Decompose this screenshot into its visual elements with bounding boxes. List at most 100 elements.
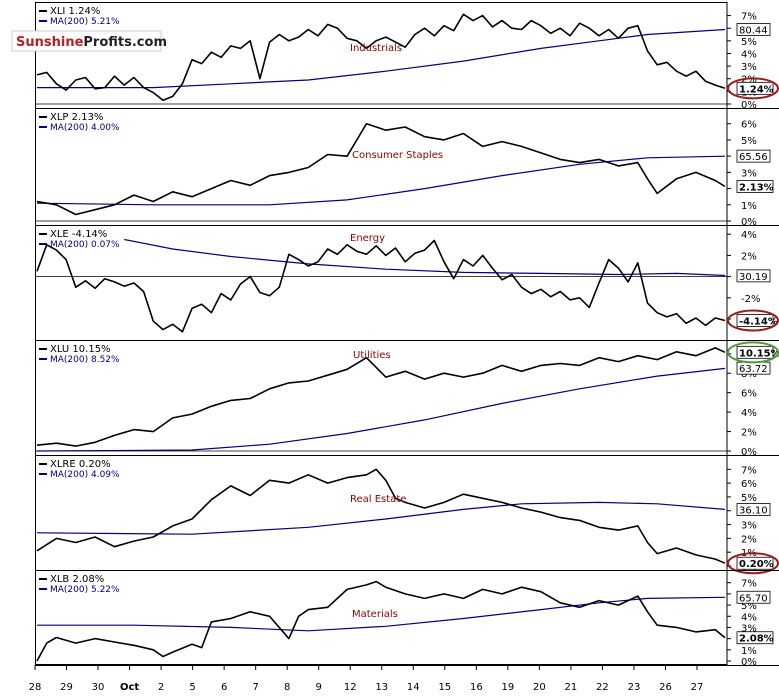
ma-value-box [736,23,771,36]
legend-ma: MA(200) 8.52% [50,355,120,365]
ma-value-label: 36.10 [739,505,768,516]
y-tick-label: 4% [741,612,757,623]
panel-title: Consumer Staples [352,150,443,161]
y-tick-label: 7% [741,465,757,476]
y-tick-label: 8% [741,369,757,380]
y-tick-label: 7% [741,12,757,23]
highlight-circle [727,309,779,332]
y-tick-label: 3% [741,168,757,179]
logo-text: SunshineProfits.com [16,35,167,50]
ma-value-label: 65.56 [739,152,768,163]
ma-value-box [736,503,771,516]
y-tick-label: -2% [741,294,760,305]
legend-ma: MA(200) 4.00% [50,123,120,133]
legend-price: XLU 10.15% [50,344,111,355]
x-tick-label: 29 [60,682,73,693]
highlight-circle [727,77,779,100]
panel-xlre: 7%6%5%4%3%2%1%0%XLRE 0.20%MA(200) 4.09%R… [35,455,779,575]
ma-value-label: 63.72 [739,364,768,375]
last-value-box [736,314,774,327]
logo-text-profits: Profits.com [83,35,167,50]
x-tick-label: 22 [596,682,609,693]
legend-ma: MA(200) 4.09% [50,470,120,480]
price-line [36,239,726,333]
x-tick-label: 16 [470,682,483,693]
y-tick-label: 3% [741,62,757,73]
y-tick-label: 6% [741,389,757,400]
x-tick-label: 12 [344,682,357,693]
panel-title: Real Estate [350,494,406,505]
last-value-label: 1.24% [739,84,774,95]
y-tick-label: 7% [741,579,757,590]
price-line [36,580,726,662]
legend-price: XLP 2.13% [50,112,103,123]
x-tick-label: Oct [120,682,139,693]
panel-title: Utilities [353,350,391,361]
chart-frame [35,2,728,665]
ma-value-box [736,149,771,163]
y-tick-label: 5% [741,136,757,147]
price-line [36,468,726,564]
legend-price: XLE -4.14% [50,229,107,240]
last-value-label: 2.13% [739,182,774,193]
x-tick-label: 9 [316,682,322,693]
panel-title: Industrials [350,43,402,54]
ma-value-box [736,590,771,604]
y-tick-label: 5% [741,493,757,504]
last-value-label: 0.20% [739,559,774,570]
price-line [36,122,726,216]
legend-price: XLRE 0.20% [50,459,111,470]
y-tick-label: 5% [741,37,757,48]
y-tick-label: 1% [741,201,757,212]
x-tick-label: 13 [375,682,388,693]
price-line [36,13,726,101]
x-tick-label: 6 [221,682,227,693]
ma-200-line [36,367,726,452]
last-value-label: 2.08% [739,634,774,645]
legend-price: XLI 1.24% [50,6,100,17]
y-tick-label: 3% [741,521,757,532]
panel-xlu: 10%8%6%4%2%0%XLU 10.15%MA(200) 8.52%Util… [35,340,779,458]
ma-200-line [36,155,726,206]
y-tick-label: 0% [741,447,757,458]
last-value-box [736,556,774,570]
logo-text-sunshine: Sunshine [16,35,84,50]
highlight-circle [727,552,779,575]
highlight-circle [727,341,779,364]
ma-200-line [37,28,726,89]
y-tick-label: 4% [741,230,757,241]
x-tick-label: 5 [189,682,195,693]
x-tick-label: 28 [29,682,42,693]
last-value-box [736,180,774,193]
x-axis: 28 29 30 Oct 2 5 6 7 8 9 12 13 14 15 16 19 20 21 22 23 26 27 [29,665,779,693]
y-tick-label: 2% [741,428,757,439]
y-tick-label: 0% [741,657,757,668]
x-tick-label: 15 [438,682,451,693]
x-tick-label: 23 [628,682,641,693]
y-tick-label: 6% [741,120,757,131]
ma-200-line [124,238,726,277]
last-value-label: 10.15% [739,348,779,359]
x-tick-label: 20 [533,682,546,693]
x-tick-label: 27 [691,682,704,693]
panel-xli: 7%6%5%4%3%2%1%0%XLI 1.24%MA(200) 5.21%In… [35,6,779,111]
x-tick-label: 21 [565,682,578,693]
panel-xlp: 6%5%4%3%2%1%0%XLP 2.13%MA(200) 4.00%Cons… [35,108,779,228]
x-tick-label: 30 [92,682,105,693]
ma-200-line [36,501,726,535]
legend-ma: MA(200) 5.21% [50,17,120,27]
y-tick-label: 4% [741,408,757,419]
y-tick-label: 2% [741,251,757,262]
x-tick-label: 7 [252,682,258,693]
last-value-box [736,345,774,359]
x-tick-label: 26 [659,682,672,693]
ma-value-label: 30.19 [739,272,768,283]
y-tick-label: 5% [741,601,757,612]
ma-value-box [736,269,771,283]
logo-background [11,30,162,52]
panel-xlb: 7%6%5%4%3%2%1%0%XLB 2.08%MA(200) 5.22%Ma… [35,570,779,668]
y-tick-label: 1% [741,646,757,657]
panel-xle: 4%2%-2%-4%XLE -4.14%MA(200) 0.07%Energy3… [35,225,779,333]
y-tick-label: 2% [741,534,757,545]
